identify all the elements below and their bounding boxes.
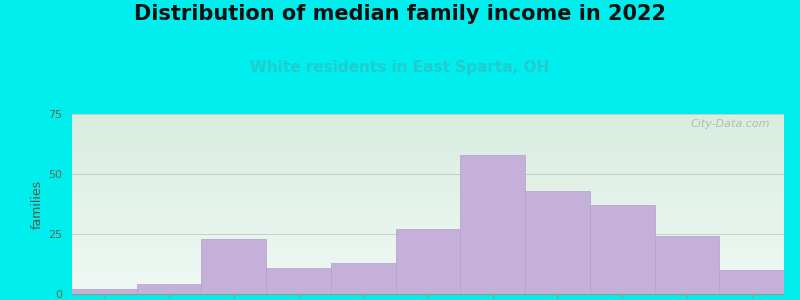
Bar	[72, 289, 137, 294]
Bar	[331, 263, 396, 294]
Bar	[525, 191, 590, 294]
Bar	[202, 239, 266, 294]
Bar	[590, 205, 654, 294]
Text: City-Data.com: City-Data.com	[690, 119, 770, 129]
Bar	[719, 270, 784, 294]
Bar	[396, 229, 460, 294]
Bar	[137, 284, 202, 294]
Bar	[654, 236, 719, 294]
Bar	[266, 268, 331, 294]
Text: White residents in East Sparta, OH: White residents in East Sparta, OH	[250, 60, 550, 75]
Y-axis label: families: families	[31, 179, 44, 229]
Text: Distribution of median family income in 2022: Distribution of median family income in …	[134, 4, 666, 25]
Bar	[460, 155, 525, 294]
